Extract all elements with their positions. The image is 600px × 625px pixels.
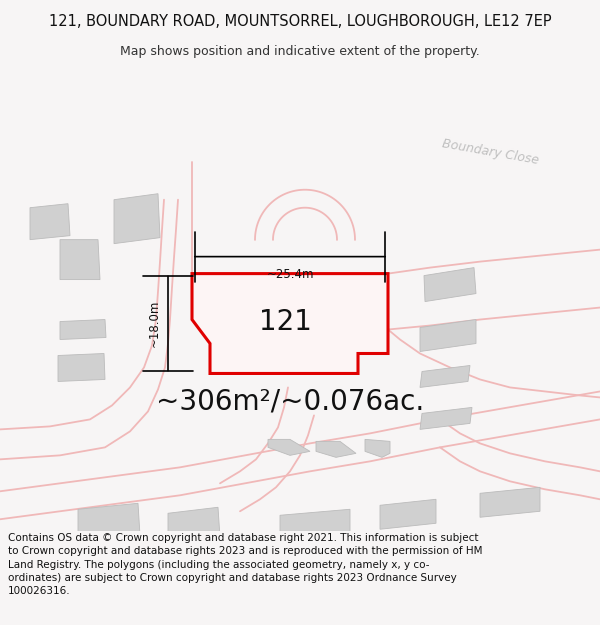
Polygon shape: [168, 508, 220, 543]
Polygon shape: [420, 366, 470, 388]
Polygon shape: [78, 503, 140, 541]
Polygon shape: [60, 239, 100, 279]
Polygon shape: [58, 354, 105, 381]
Polygon shape: [268, 439, 310, 456]
Polygon shape: [316, 441, 356, 458]
Polygon shape: [420, 319, 476, 351]
Polygon shape: [420, 408, 472, 429]
Text: ~25.4m: ~25.4m: [266, 268, 314, 281]
Polygon shape: [365, 439, 390, 458]
Text: Contains OS data © Crown copyright and database right 2021. This information is : Contains OS data © Crown copyright and d…: [8, 533, 482, 596]
Polygon shape: [30, 204, 70, 239]
Polygon shape: [192, 274, 388, 374]
Text: 121, BOUNDARY ROAD, MOUNTSORREL, LOUGHBOROUGH, LE12 7EP: 121, BOUNDARY ROAD, MOUNTSORREL, LOUGHBO…: [49, 14, 551, 29]
Polygon shape: [480, 488, 540, 518]
Text: Boundary Close: Boundary Close: [440, 137, 539, 167]
Text: Map shows position and indicative extent of the property.: Map shows position and indicative extent…: [120, 44, 480, 58]
Text: 121: 121: [259, 308, 311, 336]
Polygon shape: [280, 509, 350, 539]
Polygon shape: [380, 499, 436, 529]
Polygon shape: [60, 319, 106, 339]
Polygon shape: [424, 268, 476, 301]
Polygon shape: [114, 194, 160, 244]
Text: ~306m²/~0.076ac.: ~306m²/~0.076ac.: [156, 388, 424, 416]
Polygon shape: [222, 289, 330, 357]
Text: ~18.0m: ~18.0m: [148, 300, 161, 348]
